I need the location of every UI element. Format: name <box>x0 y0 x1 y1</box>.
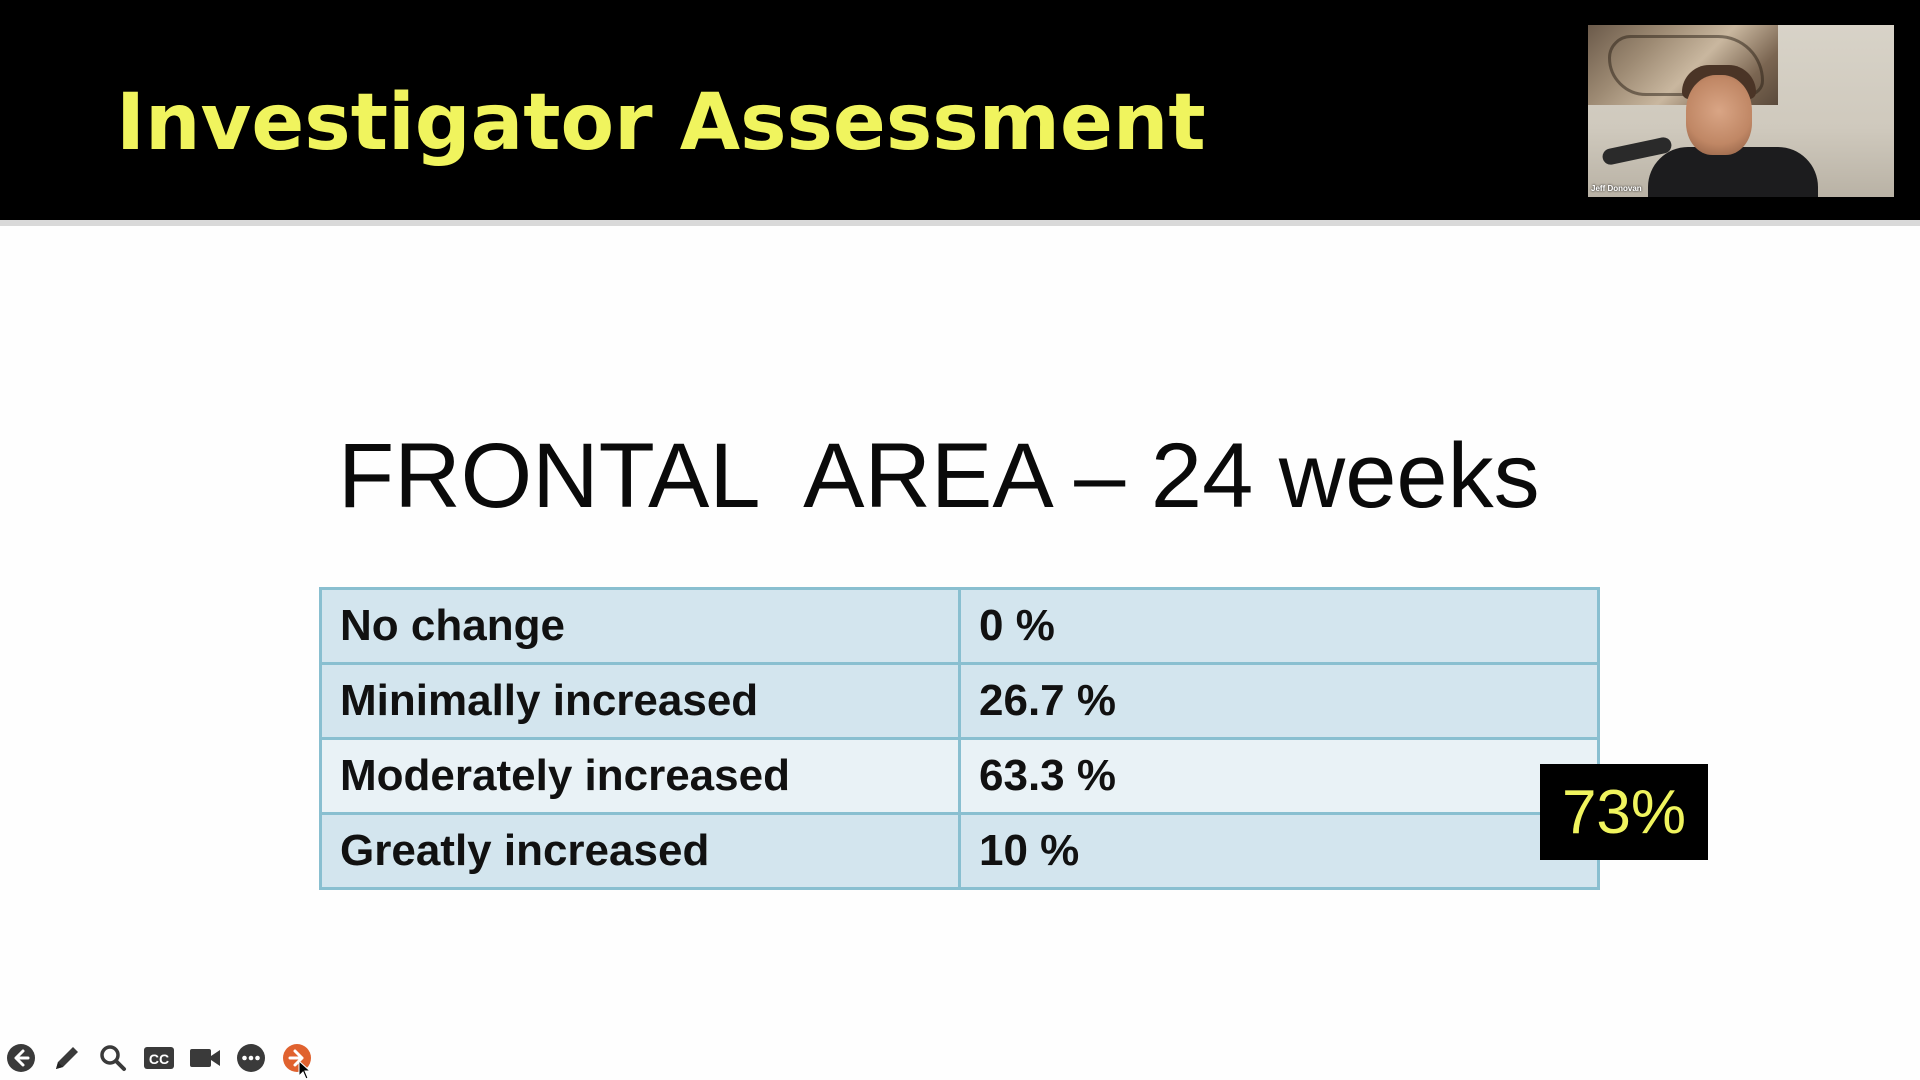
table-row: Minimally increased 26.7 % <box>319 662 1600 740</box>
table-row: No change 0 % <box>319 587 1600 665</box>
table-row: Greatly increased 10 % <box>319 812 1600 890</box>
presenter-body <box>1648 147 1818 197</box>
slide-title: Investigator Assessment <box>116 78 1206 168</box>
camera-button[interactable] <box>188 1041 222 1075</box>
mouse-cursor-icon <box>298 1059 312 1080</box>
webcam-thumbnail[interactable]: Jeff Donovan <box>1588 25 1894 197</box>
table-cell-label: Minimally increased <box>319 662 961 740</box>
slide-subtitle: FRONTAL AREA – 24 weeks <box>338 425 1540 527</box>
callout-total-percentage: 73% <box>1540 764 1708 860</box>
magnifier-icon <box>100 1045 126 1071</box>
more-options-button[interactable] <box>234 1041 268 1075</box>
table-cell-value: 0 % <box>958 587 1600 665</box>
cc-label: CC <box>149 1051 169 1067</box>
table-cell-value: 63.3 % <box>958 737 1600 815</box>
cc-icon: CC <box>144 1047 174 1069</box>
table-cell-value: 10 % <box>958 812 1600 890</box>
presenter-face <box>1686 75 1752 155</box>
table-row: Moderately increased 63.3 % <box>319 737 1600 815</box>
pencil-icon <box>56 1047 78 1069</box>
captions-button[interactable]: CC <box>142 1041 176 1075</box>
table-cell-label: Moderately increased <box>319 737 961 815</box>
previous-slide-button[interactable] <box>4 1041 38 1075</box>
presentation-toolbar: CC <box>4 1041 314 1075</box>
results-table: No change 0 % Minimally increased 26.7 %… <box>319 587 1600 890</box>
table-cell-label: Greatly increased <box>319 812 961 890</box>
zoom-button[interactable] <box>96 1041 130 1075</box>
pen-button[interactable] <box>50 1041 84 1075</box>
arrow-left-circle-icon <box>7 1044 35 1072</box>
video-camera-icon <box>190 1049 220 1067</box>
ellipsis-circle-icon <box>237 1044 265 1072</box>
webcam-participant-name: Jeff Donovan <box>1591 184 1642 193</box>
table-cell-label: No change <box>319 587 961 665</box>
table-cell-value: 26.7 % <box>958 662 1600 740</box>
slide-header-band: Investigator Assessment Jeff Donovan <box>0 0 1920 226</box>
